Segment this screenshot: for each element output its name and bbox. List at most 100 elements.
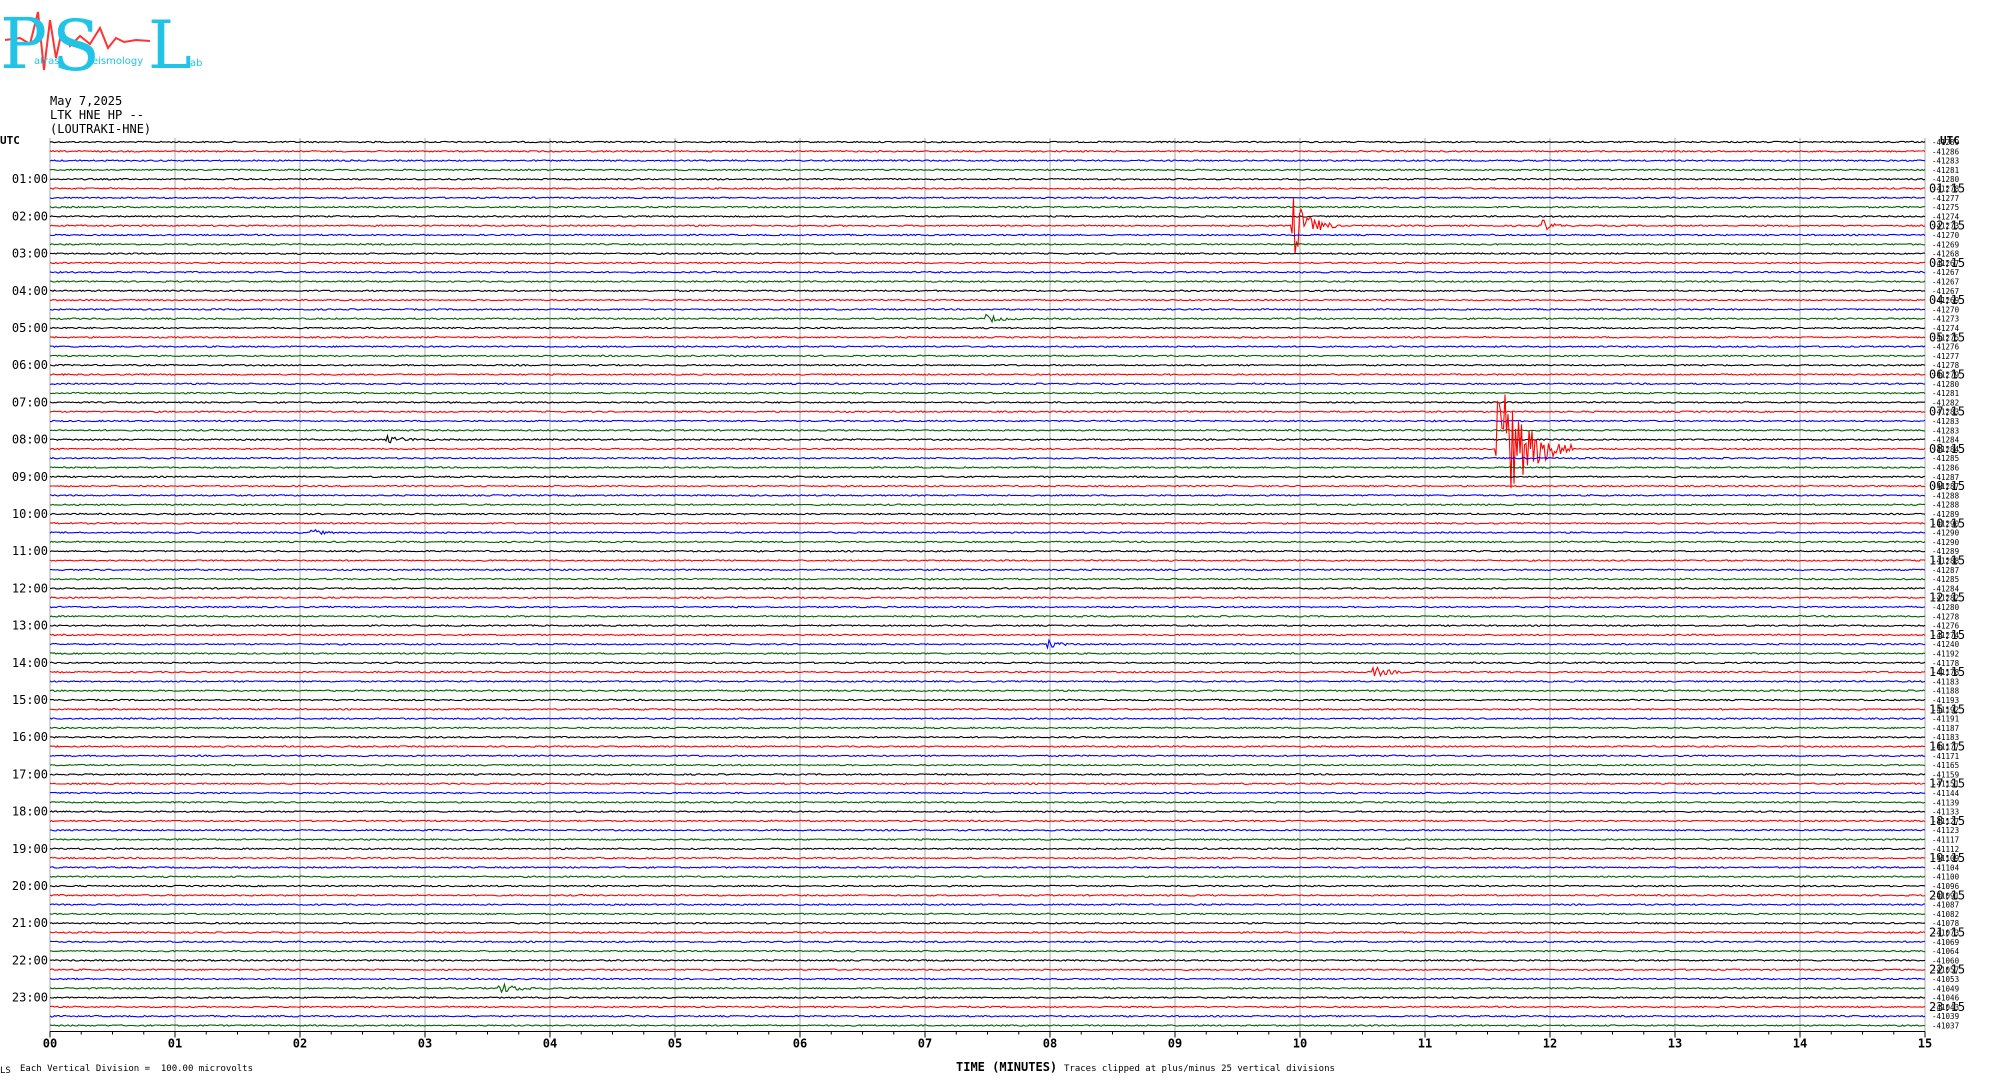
trace-line (49, 233, 1926, 237)
trace-offset-label: -41268 (1932, 250, 1960, 259)
trace-line (49, 540, 1926, 544)
trace-line (49, 717, 1926, 721)
left-hour-label: 21:00 (12, 916, 48, 930)
left-hour-label: 23:00 (12, 991, 48, 1005)
trace-offset-label: -41240 (1932, 640, 1960, 649)
trace-line (49, 326, 1926, 330)
right-hour-label: 08:15 (1929, 442, 1965, 456)
trace-line (49, 763, 1926, 767)
trace-offset-label: -41287 (1932, 482, 1959, 491)
right-hour-label: 05:15 (1929, 330, 1965, 344)
left-hour-label: 20:00 (12, 879, 48, 893)
trace-offset-label: -41109 (1932, 854, 1959, 863)
left-hour-label: 14:00 (12, 656, 48, 670)
trace-offset-label: -41267 (1932, 278, 1959, 287)
trace-line (49, 912, 1926, 916)
left-hour-label: 19:00 (12, 842, 48, 856)
trace-offset-label: -41100 (1932, 873, 1960, 882)
trace-offset-label: -41187 (1932, 724, 1959, 733)
trace-offset-label: -41287 (1932, 473, 1959, 482)
trace-offset-label: -41060 (1932, 956, 1960, 965)
x-tick-label: 05 (668, 1037, 682, 1051)
trace-offset-label: -41281 (1932, 389, 1959, 398)
trace-offset-label: -41267 (1932, 287, 1959, 296)
logo-letter-l: L (148, 7, 192, 82)
trace-line (49, 503, 1926, 507)
x-tick-label: 10 (1293, 1037, 1307, 1051)
trace-line (49, 745, 1926, 748)
trace-line (49, 289, 1926, 293)
trace-line (49, 354, 1926, 358)
trace-line (49, 875, 1926, 879)
trace-line (49, 307, 1926, 311)
x-tick-label: 11 (1418, 1037, 1432, 1051)
trace-line (49, 261, 1926, 265)
trace-line (49, 614, 1926, 618)
trace-offset-label: -41188 (1932, 687, 1960, 696)
trace-line (49, 689, 1926, 693)
trace-offset-label: -41279 (1932, 371, 1959, 380)
trace-offset-label: -41283 (1932, 157, 1959, 166)
trace-offset-label: -41087 (1932, 901, 1959, 910)
trace-offset-label: -41278 (1932, 361, 1960, 370)
left-hour-label: 09:00 (12, 470, 48, 484)
right-hour-label: 14:15 (1929, 665, 1965, 679)
right-hour-label: 20:15 (1929, 888, 1965, 902)
trace-offset-label: -41276 (1932, 343, 1960, 352)
right-hour-label: 19:15 (1929, 851, 1965, 865)
right-hour-label: 01:15 (1929, 182, 1965, 196)
right-hour-label: 23:15 (1929, 1000, 1965, 1014)
trace-line (50, 949, 1926, 953)
trace-line (49, 958, 1926, 962)
trace-offset-label: -41165 (1932, 761, 1959, 770)
trace-line (49, 149, 1926, 153)
trace-line (49, 596, 1926, 600)
header-date: May 7,2025 (50, 94, 123, 108)
trace-line (50, 252, 1926, 256)
right-hour-label: 12:15 (1929, 591, 1965, 605)
trace-line (49, 819, 1926, 823)
trace-line (49, 996, 1926, 1000)
trace-offset-label: -41273 (1932, 222, 1959, 231)
header-station: LTK HNE HP -- (50, 108, 144, 122)
trace-offset-label: -41151 (1932, 780, 1959, 789)
trace-line (49, 661, 1926, 665)
left-hour-label: 03:00 (12, 247, 48, 261)
trace-line (49, 394, 1926, 489)
trace-line (49, 638, 1926, 650)
trace-line (49, 791, 1926, 795)
trace-line (49, 577, 1925, 581)
right-hour-label: 09:15 (1929, 479, 1965, 493)
trace-line (49, 313, 1926, 324)
trace-line (49, 800, 1926, 804)
trace-line (49, 140, 1926, 144)
trace-line (49, 782, 1926, 786)
left-hour-label: 11:00 (12, 544, 48, 558)
trace-line (49, 828, 1926, 832)
trace-offset-label: -41284 (1932, 436, 1960, 445)
trace-line (49, 605, 1925, 609)
trace-offset-label: -41282 (1932, 594, 1959, 603)
clip-note: Traces clipped at plus/minus 25 vertical… (1064, 1064, 1335, 1074)
trace-offset-label: -41290 (1932, 519, 1960, 528)
left-hour-label: 01:00 (12, 172, 48, 186)
trace-line (49, 903, 1926, 907)
logo-graphic: P S L atras eismology ab (0, 3, 202, 82)
trace-offset-label: -41274 (1932, 631, 1960, 640)
trace-line (49, 977, 1925, 981)
trace-offset-label: -41270 (1932, 305, 1960, 314)
right-hour-label: 11:15 (1929, 554, 1965, 568)
trace-offset-label: -41037 (1932, 1022, 1959, 1031)
trace-line (49, 856, 1925, 860)
trace-line (49, 865, 1926, 869)
trace-line (49, 982, 1925, 994)
trace-line (49, 270, 1926, 274)
x-tick-label: 02 (293, 1037, 307, 1051)
left-hour-label: 10:00 (12, 507, 48, 521)
trace-offset-label: -41104 (1932, 863, 1960, 872)
trace-offset-label: -41133 (1932, 808, 1959, 817)
logo-word-atras: atras (34, 56, 60, 67)
trace-line (49, 726, 1925, 730)
trace-line (49, 754, 1926, 758)
trace-offset-label: -41193 (1932, 696, 1959, 705)
